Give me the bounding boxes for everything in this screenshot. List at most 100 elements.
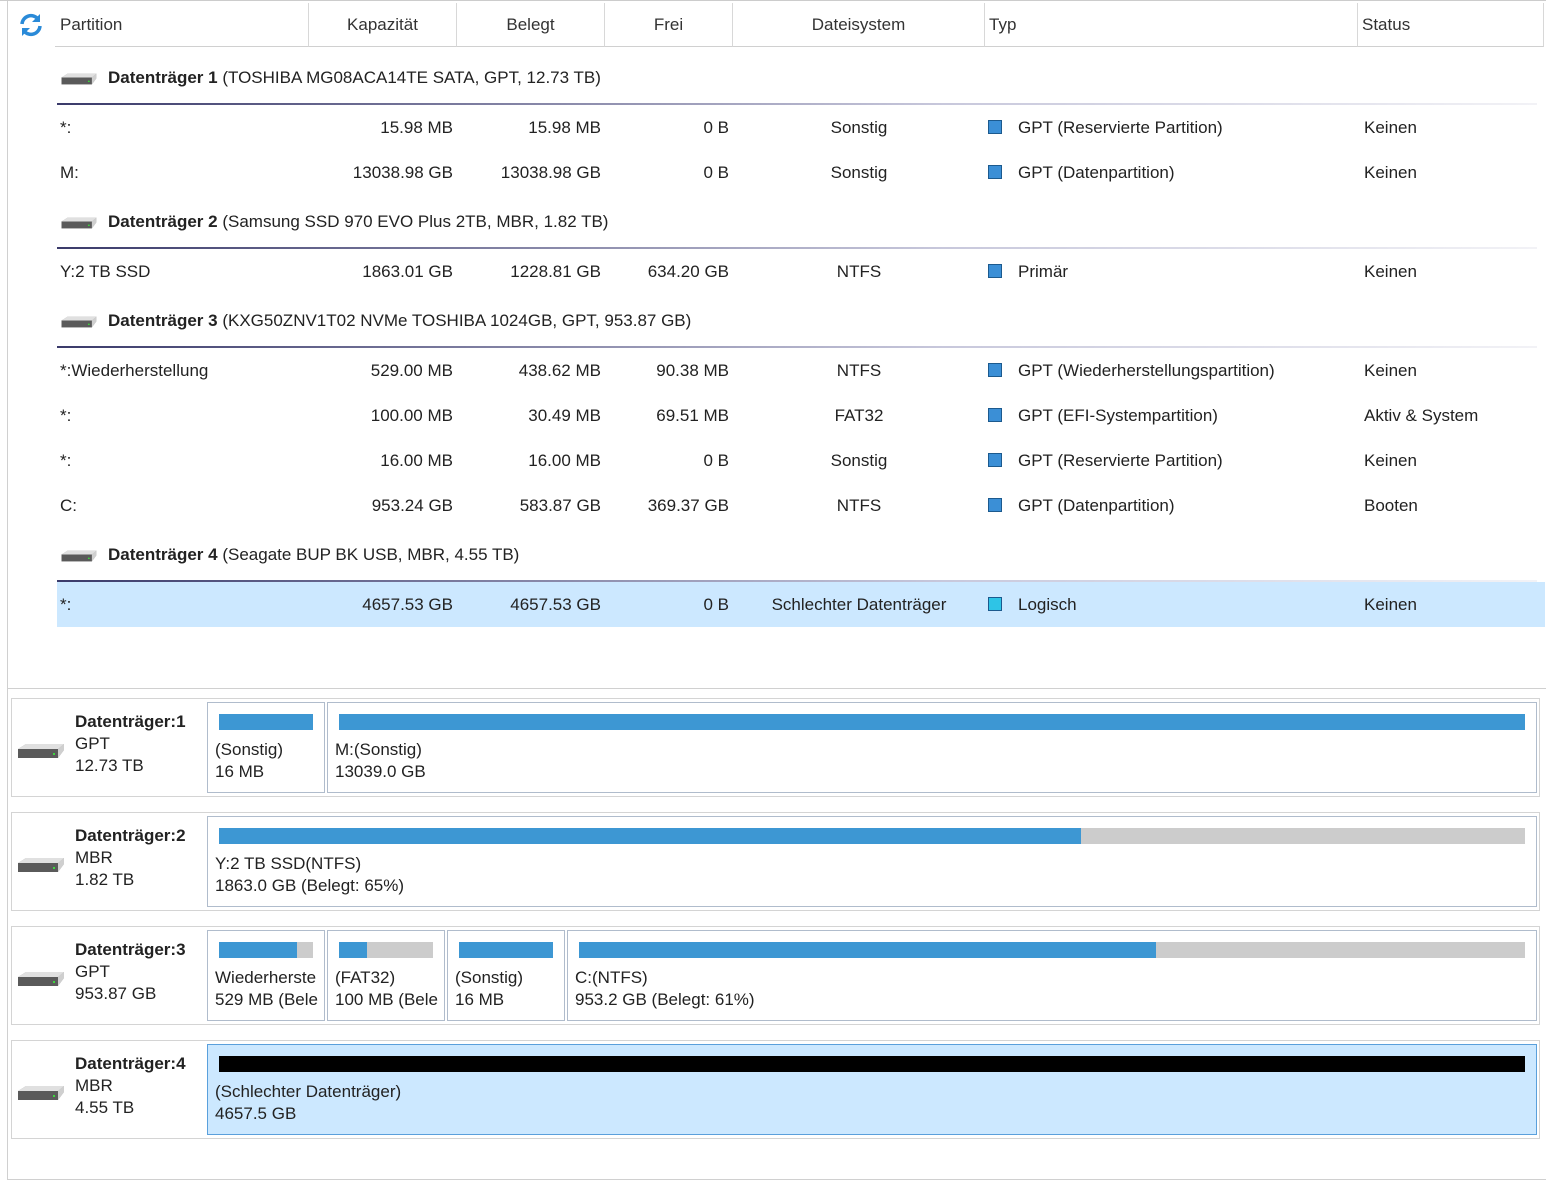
disk-header: Datenträger 2 (Samsung SSD 970 EVO Plus …	[57, 199, 1537, 249]
disk-header: Datenträger 4 (Seagate BUP BK USB, MBR, …	[57, 532, 1537, 582]
cell-fs: NTFS	[836, 496, 882, 515]
cell-used: 30.49 MB	[528, 406, 601, 425]
column-used[interactable]: Belegt	[457, 3, 605, 47]
cell-partition: *:	[60, 595, 72, 614]
partition-block[interactable]: (FAT32) 100 MB (Bele	[327, 930, 445, 1021]
disk-map-row[interactable]: Datenträger:2 MBR 1.82 TB Y:2 TB SSD(NTFS) 1…	[11, 812, 1540, 911]
disk-map-name: Datenträger:2	[75, 826, 186, 845]
cell-used: 4657.53 GB	[510, 595, 601, 614]
partition-block-size: 529 MB (Bele	[215, 990, 318, 1009]
cell-capacity: 529.00 MB	[370, 361, 453, 380]
disk-map-scheme: GPT	[75, 734, 110, 753]
partition-block-label: (Schlechter Datenträger) 4657.5 GB	[215, 1081, 401, 1125]
disk-map-size: 953.87 GB	[75, 984, 157, 1003]
cell-type: GPT (Reservierte Partition)	[988, 105, 1358, 150]
usage-bar-fill	[219, 942, 298, 958]
refresh-icon[interactable]	[18, 12, 44, 38]
disk-manager-panel	[7, 0, 1546, 1180]
disk-info: (KXG50ZNV1T02 NVMe TOSHIBA 1024GB, GPT, …	[217, 311, 692, 330]
partition-type-square-icon	[988, 363, 1002, 377]
cell-status: Keinen	[1364, 595, 1417, 614]
partition-row[interactable]: *: 100.00 MB 30.49 MB 69.51 MB FAT32 GPT (EFI…	[57, 393, 1545, 438]
partition-block[interactable]: (Sonstig) 16 MB	[447, 930, 565, 1021]
partition-block-label: C:(NTFS) 953.2 GB (Belegt: 61%)	[575, 967, 755, 1011]
column-free[interactable]: Frei	[605, 3, 733, 47]
partition-row[interactable]: M: 13038.98 GB 13038.98 GB 0 B Sonstig GPT (D…	[57, 150, 1545, 195]
cell-fs: Sonstig	[830, 118, 888, 137]
usage-bar	[579, 942, 1525, 958]
disk-name: Datenträger 4	[108, 545, 218, 564]
type-label: GPT (EFI-Systempartition)	[1018, 406, 1218, 425]
disk-map-row[interactable]: Datenträger:1 GPT 12.73 TB (Sonstig) 16 MB M:…	[11, 698, 1540, 797]
cell-status: Booten	[1364, 496, 1418, 515]
partition-block-name: (Sonstig)	[455, 968, 524, 987]
cell-status: Keinen	[1364, 361, 1417, 380]
partition-block-name: C:(NTFS)	[575, 968, 648, 987]
disk-name: Datenträger 2	[108, 212, 218, 231]
partition-block-name: (Sonstig)	[215, 740, 284, 759]
disk-header-underline	[57, 580, 1537, 582]
partition-block[interactable]: (Schlechter Datenträger) 4657.5 GB	[207, 1044, 1537, 1135]
partition-type-square-icon	[988, 498, 1002, 512]
disk-map-name: Datenträger:3	[75, 940, 186, 959]
partition-type-square-icon	[988, 453, 1002, 467]
disk-map-scheme: GPT	[75, 962, 110, 981]
usage-bar-fill	[579, 942, 1157, 958]
partition-type-square-icon	[988, 120, 1002, 134]
cell-used: 16.00 MB	[528, 451, 601, 470]
disk-map-name: Datenträger:1	[75, 712, 186, 731]
partition-row[interactable]: *:Wiederherstellung 529.00 MB 438.62 MB 90.…	[57, 348, 1545, 393]
cell-capacity: 15.98 MB	[380, 118, 453, 137]
usage-bar	[339, 942, 433, 958]
partition-block-name: (FAT32)	[335, 968, 396, 987]
column-type[interactable]: Typ	[985, 3, 1358, 47]
usage-bar	[219, 1056, 1525, 1072]
disk-title: Datenträger 1 (TOSHIBA MG08ACA14TE SATA,…	[108, 55, 601, 101]
partition-block-label: Wiederherste 529 MB (Bele	[215, 967, 318, 1011]
partition-row[interactable]: Y:2 TB SSD 1863.01 GB 1228.81 GB 634.20 GB N…	[57, 249, 1545, 294]
cell-used: 15.98 MB	[528, 118, 601, 137]
column-capacity[interactable]: Kapazität	[309, 3, 457, 47]
divider	[7, 688, 1546, 689]
disk-map-label: Datenträger:2 MBR 1.82 TB	[75, 825, 186, 891]
partition-row[interactable]: *: 16.00 MB 16.00 MB 0 B Sonstig GPT (Reservi…	[57, 438, 1545, 483]
hard-disk-icon	[61, 550, 97, 562]
disk-map-size: 1.82 TB	[75, 870, 135, 889]
column-filesystem[interactable]: Dateisystem	[733, 3, 985, 47]
disk-map-row[interactable]: Datenträger:3 GPT 953.87 GB Wiederherste 529…	[11, 926, 1540, 1025]
partition-row[interactable]: *: 15.98 MB 15.98 MB 0 B Sonstig GPT (Reservi…	[57, 105, 1545, 150]
partition-block[interactable]: M:(Sonstig) 13039.0 GB	[327, 702, 1537, 793]
partition-block[interactable]: (Sonstig) 16 MB	[207, 702, 325, 793]
disk-map-scheme: MBR	[75, 848, 113, 867]
usage-bar-fill	[459, 942, 553, 958]
disk-map-name: Datenträger:4	[75, 1054, 186, 1073]
column-status[interactable]: Status	[1358, 3, 1544, 47]
partition-block-size: 953.2 GB (Belegt: 61%)	[575, 990, 755, 1009]
cell-fs: NTFS	[836, 361, 882, 380]
cell-capacity: 13038.98 GB	[352, 163, 453, 182]
cell-fs: Sonstig	[830, 451, 888, 470]
disk-map-row[interactable]: Datenträger:4 MBR 4.55 TB (Schlechter Daten…	[11, 1040, 1540, 1139]
partition-type-square-icon	[988, 165, 1002, 179]
disk-map-scheme: MBR	[75, 1076, 113, 1095]
partition-block[interactable]: C:(NTFS) 953.2 GB (Belegt: 61%)	[567, 930, 1537, 1021]
hard-disk-icon	[61, 73, 97, 85]
partition-block[interactable]: Y:2 TB SSD(NTFS) 1863.0 GB (Belegt: 65%)	[207, 816, 1537, 907]
partition-row[interactable]: C: 953.24 GB 583.87 GB 369.37 GB NTFS GPT (Da…	[57, 483, 1545, 528]
usage-bar	[219, 828, 1525, 844]
disk-header-underline	[57, 247, 1537, 249]
type-label: GPT (Wiederherstellungspartition)	[1018, 361, 1275, 380]
type-label: GPT (Datenpartition)	[1018, 496, 1175, 515]
usage-bar-fill	[339, 714, 1525, 730]
partition-block-name: Wiederherste	[215, 968, 317, 987]
column-partition[interactable]: Partition	[55, 3, 309, 47]
partition-block-size: 4657.5 GB	[215, 1104, 297, 1123]
disk-header: Datenträger 3 (KXG50ZNV1T02 NVMe TOSHIBA…	[57, 298, 1537, 348]
partition-type-square-icon	[988, 408, 1002, 422]
partition-row[interactable]: *: 4657.53 GB 4657.53 GB 0 B Schlechter Date…	[57, 582, 1545, 627]
cell-partition: M:	[60, 163, 79, 182]
cell-fs: Sonstig	[830, 163, 888, 182]
cell-fs: Schlechter Datenträger	[771, 595, 947, 614]
disk-map-label: Datenträger:1 GPT 12.73 TB	[75, 711, 186, 777]
partition-block[interactable]: Wiederherste 529 MB (Bele	[207, 930, 325, 1021]
